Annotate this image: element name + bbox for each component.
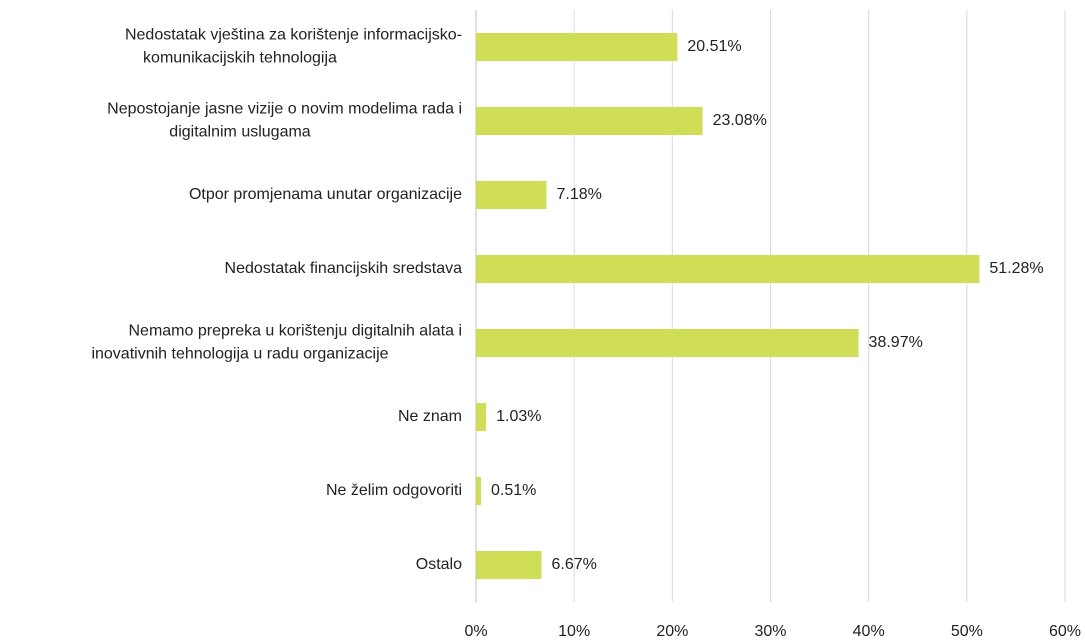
data-label: 51.28%: [989, 260, 1043, 277]
data-label: 1.03%: [496, 408, 541, 425]
y-tick-label: Nepostojanje jasne vizije o novim modeli…: [107, 101, 462, 118]
data-label: 23.08%: [713, 112, 767, 129]
y-tick-label: komunikacijskih tehnologija: [143, 50, 337, 67]
data-label: 6.67%: [551, 556, 596, 573]
bar: [476, 107, 703, 135]
x-tick-label: 0%: [464, 623, 487, 640]
data-label: 20.51%: [687, 38, 741, 55]
y-tick-label: Nemamo prepreka u korištenju digitalnih …: [128, 323, 462, 340]
data-label: 0.51%: [491, 482, 536, 499]
y-tick-label: Otpor promjenama unutar organizacije: [189, 186, 462, 203]
x-tick-label: 30%: [754, 623, 786, 640]
bar: [476, 33, 678, 61]
y-tick-label: Nedostatak financijskih sredstava: [225, 260, 463, 277]
data-label: 38.97%: [869, 334, 923, 351]
x-tick-label: 60%: [1049, 623, 1081, 640]
data-label: 7.18%: [556, 186, 601, 203]
x-tick-label: 20%: [656, 623, 688, 640]
bar: [476, 551, 542, 579]
bar: [476, 329, 859, 357]
bar: [476, 255, 980, 283]
y-tick-label: Ne znam: [398, 408, 462, 425]
bar: [476, 403, 487, 431]
x-tick-label: 50%: [951, 623, 983, 640]
y-tick-label: Ostalo: [416, 556, 462, 573]
y-tick-label: digitalnim uslugama: [169, 124, 311, 141]
bar: [476, 477, 482, 505]
y-tick-label: Ne želim odgovoriti: [326, 482, 462, 499]
y-tick-label: inovativnih tehnologija u radu organizac…: [91, 346, 388, 363]
y-tick-label: Nedostatak vještina za korištenje inform…: [125, 27, 462, 44]
x-tick-label: 10%: [558, 623, 590, 640]
x-tick-label: 40%: [853, 623, 885, 640]
bar: [476, 181, 547, 209]
